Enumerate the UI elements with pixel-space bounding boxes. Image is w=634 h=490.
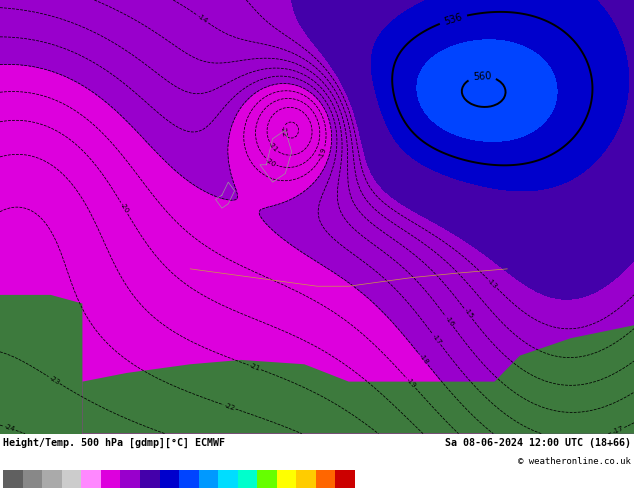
Bar (62, 470, 81, 488)
Bar (81, 470, 101, 488)
Text: -24: -24 (3, 423, 16, 433)
Text: -22: -22 (223, 402, 236, 412)
Text: -20: -20 (264, 156, 277, 168)
Text: -17: -17 (430, 333, 443, 345)
Bar (140, 470, 160, 488)
Bar (238, 470, 257, 488)
Bar (179, 470, 198, 488)
Polygon shape (82, 360, 634, 434)
Polygon shape (495, 325, 634, 434)
Text: -18: -18 (418, 353, 430, 366)
Text: 536: 536 (443, 12, 463, 26)
Bar (42, 470, 62, 488)
Text: -21: -21 (267, 141, 279, 153)
Text: 560: 560 (472, 71, 491, 82)
Polygon shape (0, 295, 82, 434)
Text: © weatheronline.co.uk: © weatheronline.co.uk (518, 457, 631, 466)
Text: -14: -14 (197, 13, 209, 25)
Text: -19: -19 (405, 377, 417, 390)
Text: Sa 08-06-2024 12:00 UTC (18+66): Sa 08-06-2024 12:00 UTC (18+66) (445, 438, 631, 448)
Bar (3, 470, 23, 488)
Bar (120, 470, 140, 488)
Text: -13: -13 (486, 277, 498, 290)
Text: -15: -15 (462, 307, 474, 320)
Bar (218, 470, 238, 488)
Bar (257, 470, 277, 488)
Bar (198, 470, 218, 488)
Text: -17: -17 (612, 425, 624, 435)
Text: -23: -23 (48, 375, 61, 386)
Text: -16: -16 (443, 315, 455, 328)
Text: -19: -19 (318, 147, 328, 159)
Bar (335, 470, 355, 488)
Bar (160, 470, 179, 488)
Bar (316, 470, 335, 488)
Bar (297, 470, 316, 488)
Polygon shape (0, 399, 82, 434)
Text: -21: -21 (249, 363, 261, 372)
Bar (277, 470, 297, 488)
Text: -20: -20 (119, 202, 130, 215)
Bar (23, 470, 42, 488)
Text: Height/Temp. 500 hPa [gdmp][°C] ECMWF: Height/Temp. 500 hPa [gdmp][°C] ECMWF (3, 438, 225, 448)
Text: -22: -22 (280, 125, 287, 137)
Bar (101, 470, 120, 488)
